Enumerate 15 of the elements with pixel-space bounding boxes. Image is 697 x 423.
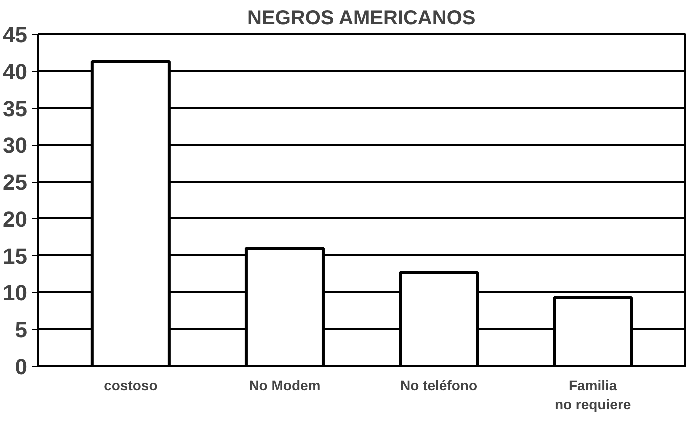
- y-tick-label: 20: [3, 206, 28, 232]
- x-tick-label: No Modem: [249, 378, 321, 394]
- x-tick-label: No teléfono: [400, 378, 478, 394]
- y-tick-label: 5: [15, 318, 28, 343]
- y-tick-label: 35: [3, 96, 28, 122]
- y-tick-label: 15: [3, 244, 28, 269]
- y-tick-label: 40: [3, 59, 28, 84]
- y-tick-label: 10: [3, 280, 28, 306]
- x-tick-label: Familia no requiere: [554, 378, 632, 413]
- y-tick-label: 0: [15, 354, 28, 380]
- y-tick-label: 30: [3, 133, 28, 158]
- x-tick-label: costoso: [104, 378, 158, 394]
- chart-title: NEGROS AMERICANOS: [248, 8, 476, 30]
- y-tick-label: 25: [3, 170, 28, 196]
- y-tick-label: 45: [3, 22, 28, 48]
